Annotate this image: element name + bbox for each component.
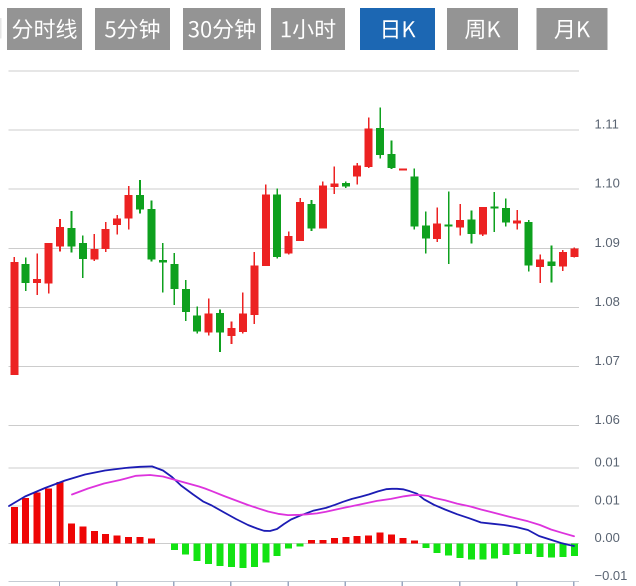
svg-text:0.01: 0.01 — [595, 455, 620, 470]
svg-text:1.11: 1.11 — [595, 117, 619, 132]
svg-text:1.07: 1.07 — [595, 353, 620, 368]
svg-text:1.06: 1.06 — [595, 412, 620, 427]
svg-text:1.08: 1.08 — [595, 294, 620, 309]
svg-text:0.00: 0.00 — [595, 530, 620, 545]
svg-text:−0.01: −0.01 — [595, 568, 628, 583]
svg-text:1.10: 1.10 — [595, 176, 620, 191]
svg-text:1.09: 1.09 — [595, 235, 620, 250]
svg-text:0.01: 0.01 — [595, 492, 620, 507]
